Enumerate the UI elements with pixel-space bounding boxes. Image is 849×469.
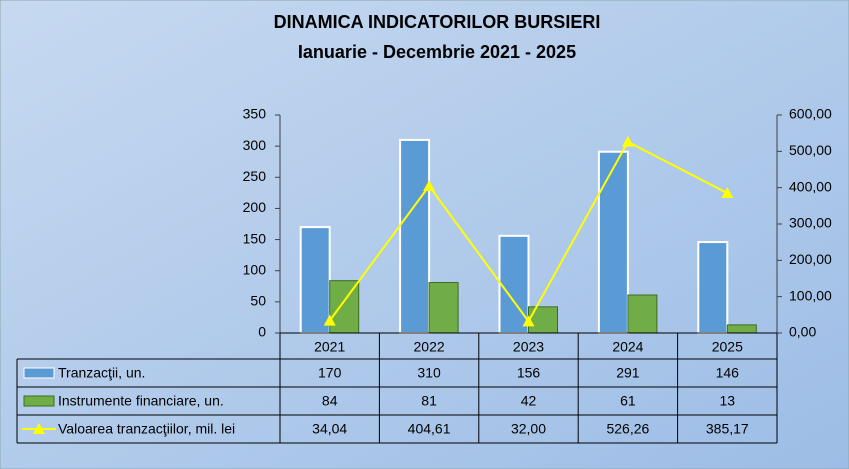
bar bbox=[597, 150, 629, 334]
table-value: 310 bbox=[417, 365, 441, 381]
chart-title: DINAMICA INDICATORILOR BURSIERI bbox=[274, 12, 601, 32]
y-tick-label: 350 bbox=[243, 106, 267, 122]
bar bbox=[428, 282, 459, 334]
legend-key bbox=[23, 395, 55, 407]
table-value: 61 bbox=[620, 393, 636, 409]
y2-tick-label: 300,00 bbox=[789, 215, 832, 231]
legend-label: Tranzacţii, un. bbox=[58, 365, 145, 381]
y2-tick-label: 400,00 bbox=[789, 178, 832, 194]
bar bbox=[697, 241, 729, 334]
table-value: 13 bbox=[720, 393, 736, 409]
bar bbox=[498, 234, 530, 334]
legend-label: Valoarea tranzacţiilor, mil. lei bbox=[58, 421, 235, 437]
x-tick-label: 2021 bbox=[314, 339, 345, 355]
legend-label: Instrumente financiare, un. bbox=[58, 393, 224, 409]
table-value: 84 bbox=[322, 393, 338, 409]
x-tick-label: 2023 bbox=[513, 339, 544, 355]
table-value: 385,17 bbox=[706, 421, 749, 437]
y-tick-label: 100 bbox=[243, 261, 267, 277]
bar bbox=[528, 306, 558, 334]
line-marker bbox=[621, 135, 634, 147]
bar bbox=[299, 226, 331, 334]
y-tick-label: 50 bbox=[250, 293, 266, 309]
line-marker bbox=[323, 314, 336, 326]
bar bbox=[399, 138, 431, 334]
table-value: 146 bbox=[716, 365, 740, 381]
table-value: 32,00 bbox=[511, 421, 546, 437]
line-marker bbox=[721, 187, 734, 199]
table-value: 291 bbox=[616, 365, 640, 381]
y-tick-label: 0 bbox=[258, 324, 266, 340]
table-value: 170 bbox=[318, 365, 342, 381]
y-tick-label: 150 bbox=[243, 230, 267, 246]
legend-key bbox=[23, 367, 55, 379]
y2-tick-label: 600,00 bbox=[789, 106, 832, 122]
y2-tick-label: 100,00 bbox=[789, 287, 832, 303]
table-value: 81 bbox=[421, 393, 437, 409]
line-marker bbox=[423, 179, 436, 191]
x-tick-label: 2022 bbox=[414, 339, 445, 355]
x-tick-label: 2024 bbox=[612, 339, 643, 355]
y-tick-label: 200 bbox=[243, 199, 267, 215]
chart-subtitle: Ianuarie - Decembrie 2021 - 2025 bbox=[298, 42, 576, 62]
y-tick-label: 250 bbox=[243, 168, 267, 184]
table-value: 404,61 bbox=[408, 421, 451, 437]
legend-marker bbox=[33, 423, 45, 434]
table-value: 526,26 bbox=[606, 421, 649, 437]
y-tick-label: 300 bbox=[243, 137, 267, 153]
table-value: 156 bbox=[517, 365, 541, 381]
bar bbox=[627, 294, 658, 334]
bar bbox=[726, 324, 757, 334]
table-value: 34,04 bbox=[312, 421, 347, 437]
y2-tick-label: 500,00 bbox=[789, 142, 832, 158]
x-tick-label: 2025 bbox=[712, 339, 743, 355]
y2-tick-label: 200,00 bbox=[789, 251, 832, 267]
y2-tick-label: 0,00 bbox=[789, 324, 816, 340]
table-value: 42 bbox=[521, 393, 537, 409]
line-marker bbox=[522, 315, 535, 327]
